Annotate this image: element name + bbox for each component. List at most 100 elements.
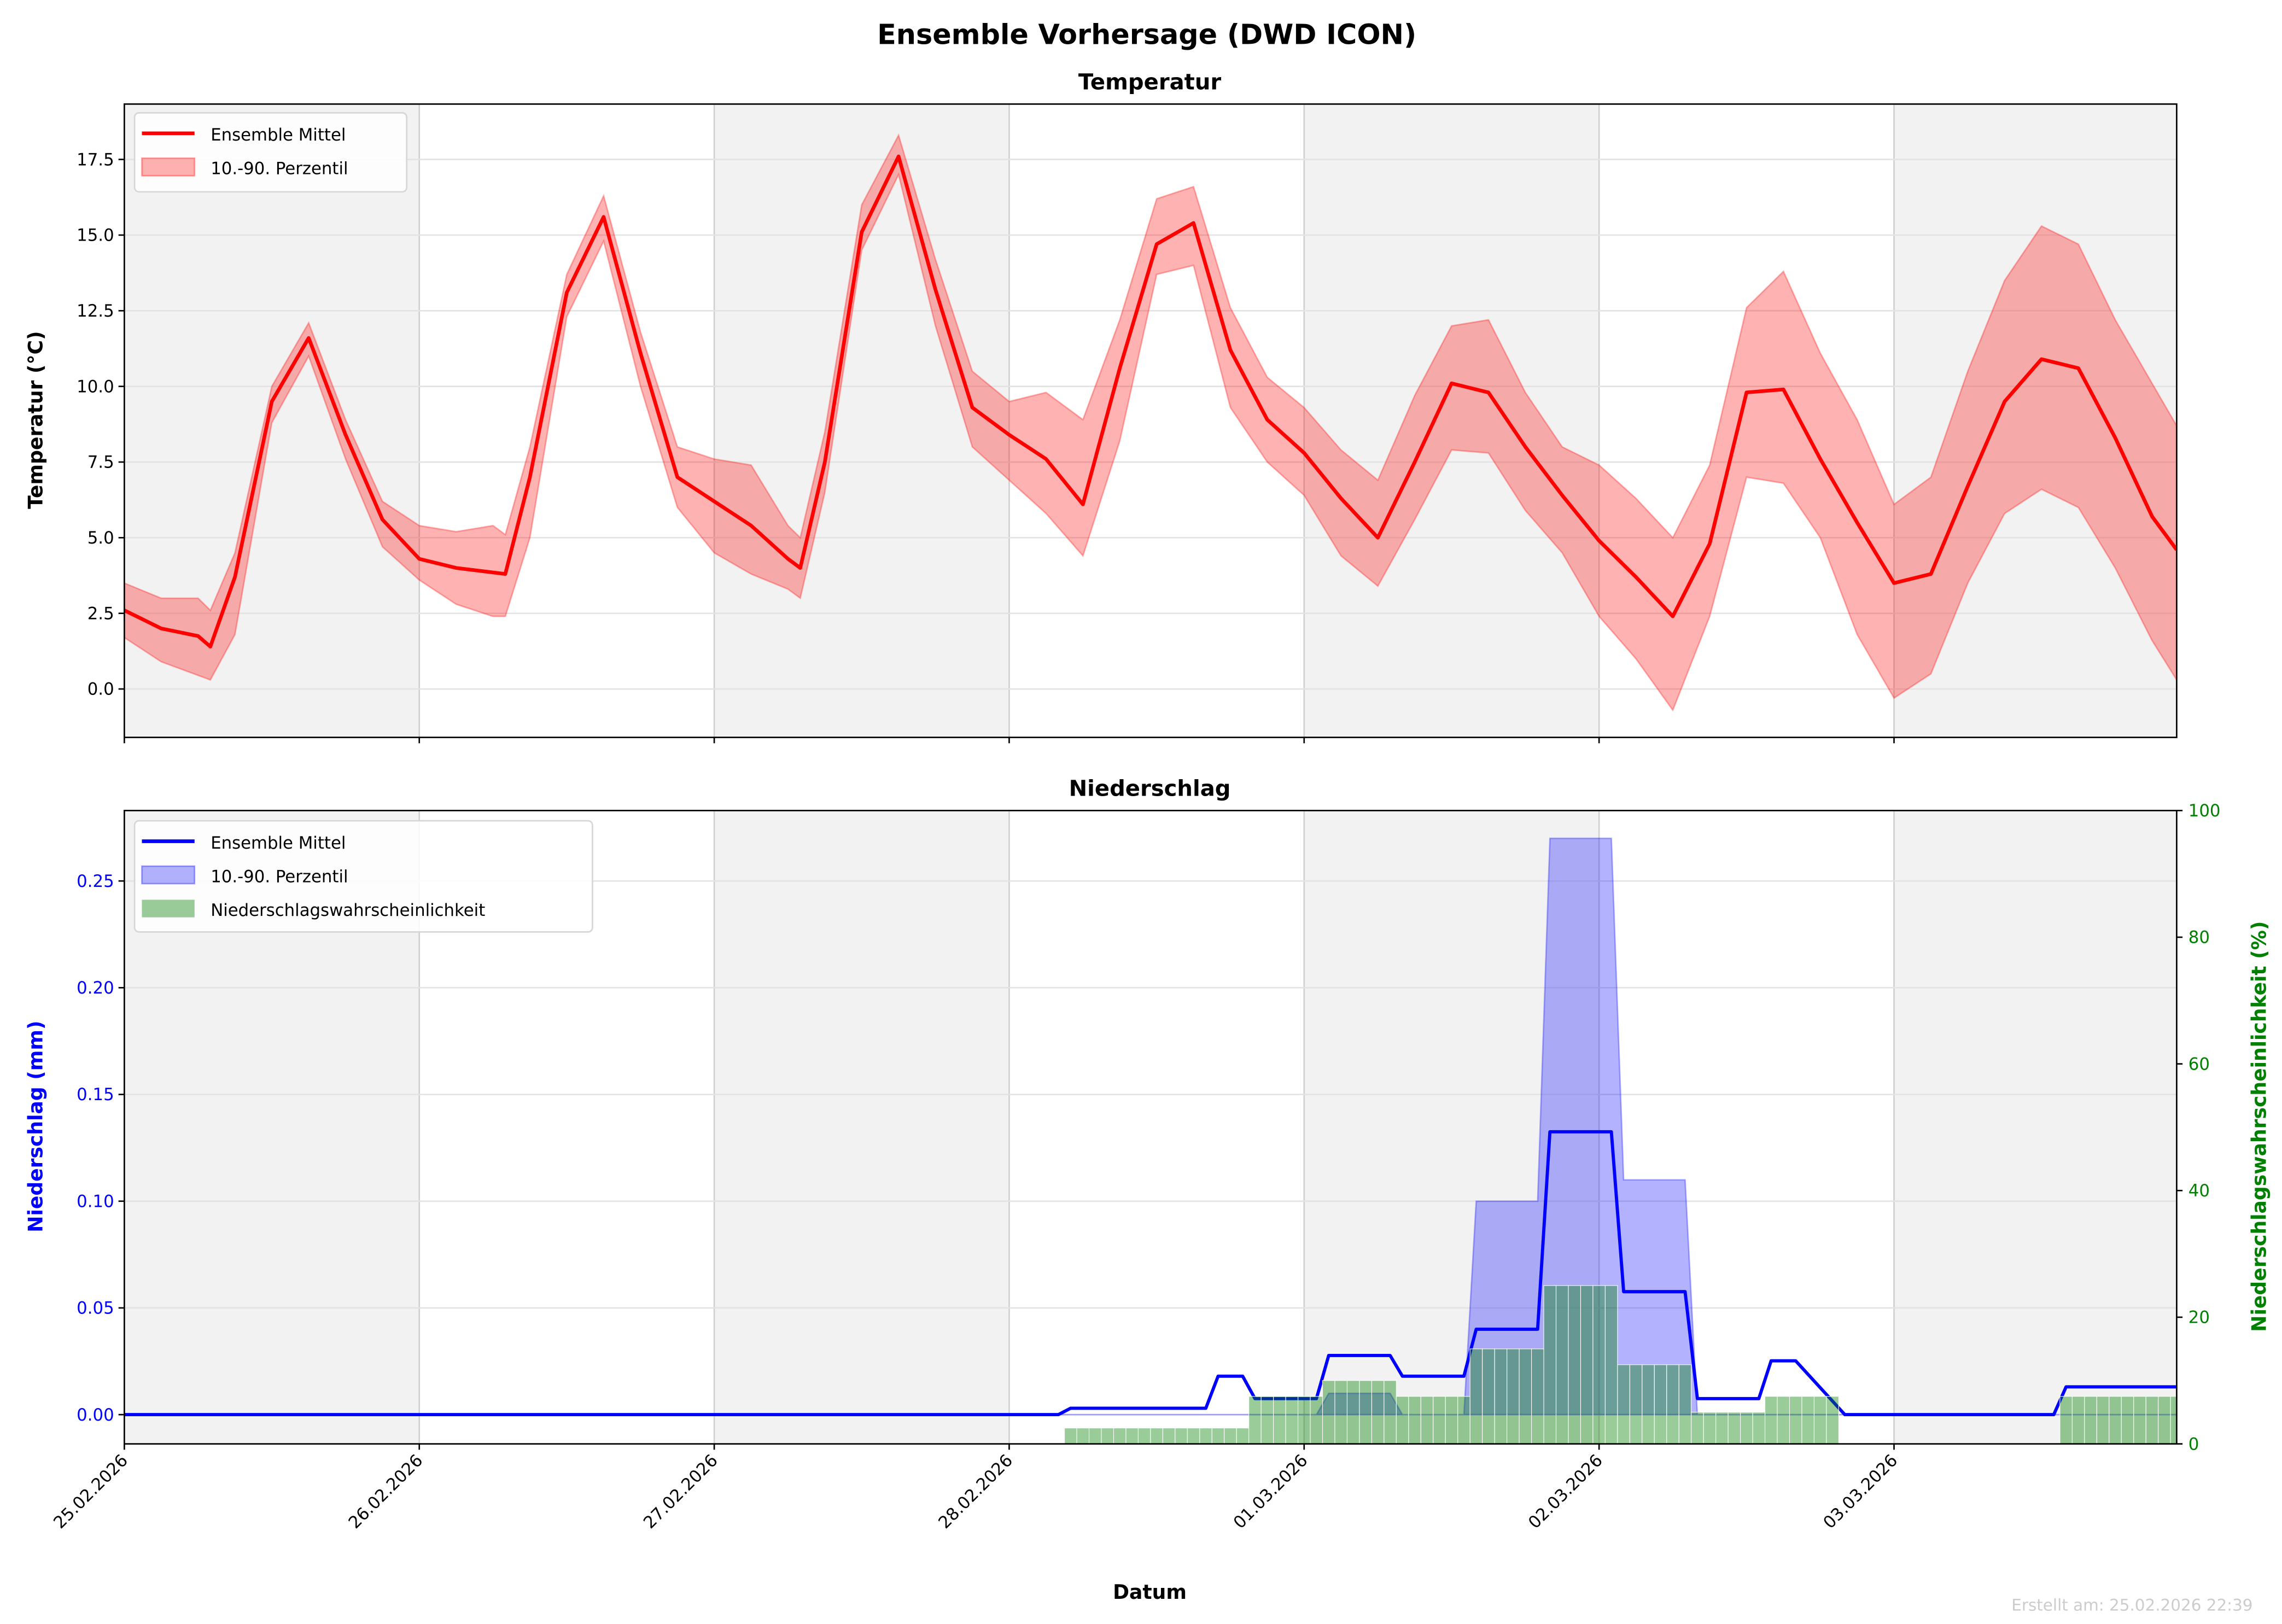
probability-bar xyxy=(1285,1396,1299,1444)
probability-bar xyxy=(1248,1396,1262,1444)
y-tick-label: 10.0 xyxy=(77,377,114,396)
probability-bar xyxy=(1113,1428,1127,1444)
y-tick-label: 0.25 xyxy=(77,872,114,891)
legend-swatch-band xyxy=(141,865,196,885)
probability-bar xyxy=(1789,1396,1802,1444)
y-tick-label: 2.5 xyxy=(87,604,114,623)
y-tick-label: 12.5 xyxy=(77,301,114,321)
probability-bar xyxy=(1777,1396,1790,1444)
probability-bar xyxy=(1642,1364,1655,1444)
probability-bar xyxy=(1469,1348,1483,1444)
temperature-ylabel: Temperatur (°C) xyxy=(24,331,48,509)
precipitation-title: Niederschlag xyxy=(1069,776,1231,802)
y2-tick-label: 60 xyxy=(2188,1054,2210,1074)
probability-bar xyxy=(1482,1348,1495,1444)
temperature-panel: Temperatur 0.02.55.07.510.012.515.017.5 … xyxy=(24,70,2178,744)
probability-bar xyxy=(2170,1396,2177,1444)
legend-box xyxy=(133,112,407,193)
temperature-legend: Ensemble Mittel 10.-90. Perzentil xyxy=(133,112,407,193)
precipitation-ylabel: Niederschlag (mm) xyxy=(24,1020,48,1232)
probability-bar xyxy=(1346,1380,1360,1444)
probability-bar xyxy=(1666,1364,1679,1444)
probability-bar xyxy=(1457,1396,1470,1444)
probability-bar xyxy=(1740,1412,1753,1444)
probability-bar xyxy=(1310,1396,1323,1444)
probability-bar xyxy=(1064,1428,1077,1444)
probability-bar xyxy=(1260,1396,1274,1444)
probability-bar xyxy=(1654,1364,1667,1444)
temperature-title: Temperatur xyxy=(1078,70,1222,95)
y2-tick-label: 100 xyxy=(2188,801,2221,821)
probability-bar xyxy=(1507,1348,1520,1444)
legend-label-mean: Ensemble Mittel xyxy=(211,125,346,145)
probability-bar xyxy=(1224,1428,1237,1444)
probability-bar xyxy=(1187,1428,1200,1444)
legend-label-band: 10.-90. Perzentil xyxy=(211,867,348,886)
probability-bar xyxy=(1101,1428,1114,1444)
probability-bar xyxy=(1555,1285,1569,1444)
day-shade xyxy=(714,104,1009,738)
probability-bar xyxy=(1604,1285,1618,1444)
y-ticks: 0.0 2.5 5.0 7.5 10.0 12.5 15.0 17.5 xyxy=(77,150,1895,744)
y2-tick-label: 0 xyxy=(2188,1434,2199,1454)
y-tick-label: 0.05 xyxy=(77,1299,114,1318)
legend-label-mean: Ensemble Mittel xyxy=(211,833,346,853)
probability-bar xyxy=(1384,1380,1397,1444)
axes-frame xyxy=(124,103,2178,738)
probability-bar xyxy=(1359,1380,1372,1444)
probability-bar xyxy=(1568,1285,1581,1444)
y-tick-label: 15.0 xyxy=(77,226,114,246)
grid xyxy=(124,104,2177,738)
probability-bar xyxy=(1175,1428,1188,1444)
created-timestamp: Erstellt am: 25.02.2026 22:39 xyxy=(2011,1596,2252,1615)
y-tick-label: 0.15 xyxy=(77,1085,114,1105)
y-tick-label: 7.5 xyxy=(87,453,114,472)
day-shade xyxy=(1894,104,2177,738)
y-tick-label: 5.0 xyxy=(87,528,114,548)
y2-tick-label: 80 xyxy=(2188,928,2210,948)
precipitation-panel: Niederschlag 0.00 0.05 0.10 0.15 0.20 0.25 0 20… xyxy=(24,776,2271,1604)
probability-bar xyxy=(1396,1396,1409,1444)
probability-bar xyxy=(1531,1348,1544,1444)
probability-bar xyxy=(2109,1396,2122,1444)
probability-bar xyxy=(2158,1396,2171,1444)
precipitation-plot xyxy=(124,837,2177,1444)
y-tick-label: 0.00 xyxy=(77,1405,114,1425)
axes-frame xyxy=(124,809,2178,1445)
precipitation-mean-line xyxy=(124,1130,2177,1417)
probability-bar xyxy=(1629,1364,1643,1444)
figure-title: Ensemble Vorhersage (DWD ICON) xyxy=(877,19,1416,51)
probability-bar xyxy=(1088,1428,1102,1444)
probability-bar xyxy=(1813,1396,1827,1444)
probability-bar xyxy=(2071,1396,2085,1444)
day-shade xyxy=(1894,810,2177,1444)
probability-bar xyxy=(1678,1364,1692,1444)
legend-swatch-probability xyxy=(142,899,195,918)
probability-bar xyxy=(1519,1348,1532,1444)
probability-ylabel: Niederschlagswahrscheinlichkeit (%) xyxy=(2248,921,2271,1332)
y-tick-label: 0.10 xyxy=(77,1191,114,1211)
probability-bar xyxy=(1703,1412,1717,1444)
probability-bar xyxy=(1371,1380,1385,1444)
probability-bar xyxy=(2059,1396,2073,1444)
probability-bar xyxy=(1162,1428,1176,1444)
probability-bar xyxy=(1236,1428,1250,1444)
probability-bar xyxy=(2145,1396,2159,1444)
probability-bar xyxy=(1494,1348,1508,1444)
probability-bar xyxy=(1592,1285,1606,1444)
day-shade xyxy=(1304,810,1600,1444)
probability-bar xyxy=(1727,1412,1741,1444)
y2-tick-label: 40 xyxy=(2188,1181,2210,1201)
probability-bar xyxy=(1273,1396,1286,1444)
probability-bar xyxy=(1334,1380,1347,1444)
legend-swatch-band xyxy=(141,157,196,177)
day-shade xyxy=(1304,104,1600,738)
precipitation-legend: Ensemble Mittel 10.-90. Perzentil Nieder… xyxy=(133,820,593,933)
probability-bar xyxy=(1826,1396,1839,1444)
day-shading xyxy=(124,104,2177,738)
legend-label-band: 10.-90. Perzentil xyxy=(211,159,348,179)
probability-bar xyxy=(1125,1428,1139,1444)
y-tick-label: 0.0 xyxy=(87,680,114,699)
temperature-plot xyxy=(124,133,2177,712)
